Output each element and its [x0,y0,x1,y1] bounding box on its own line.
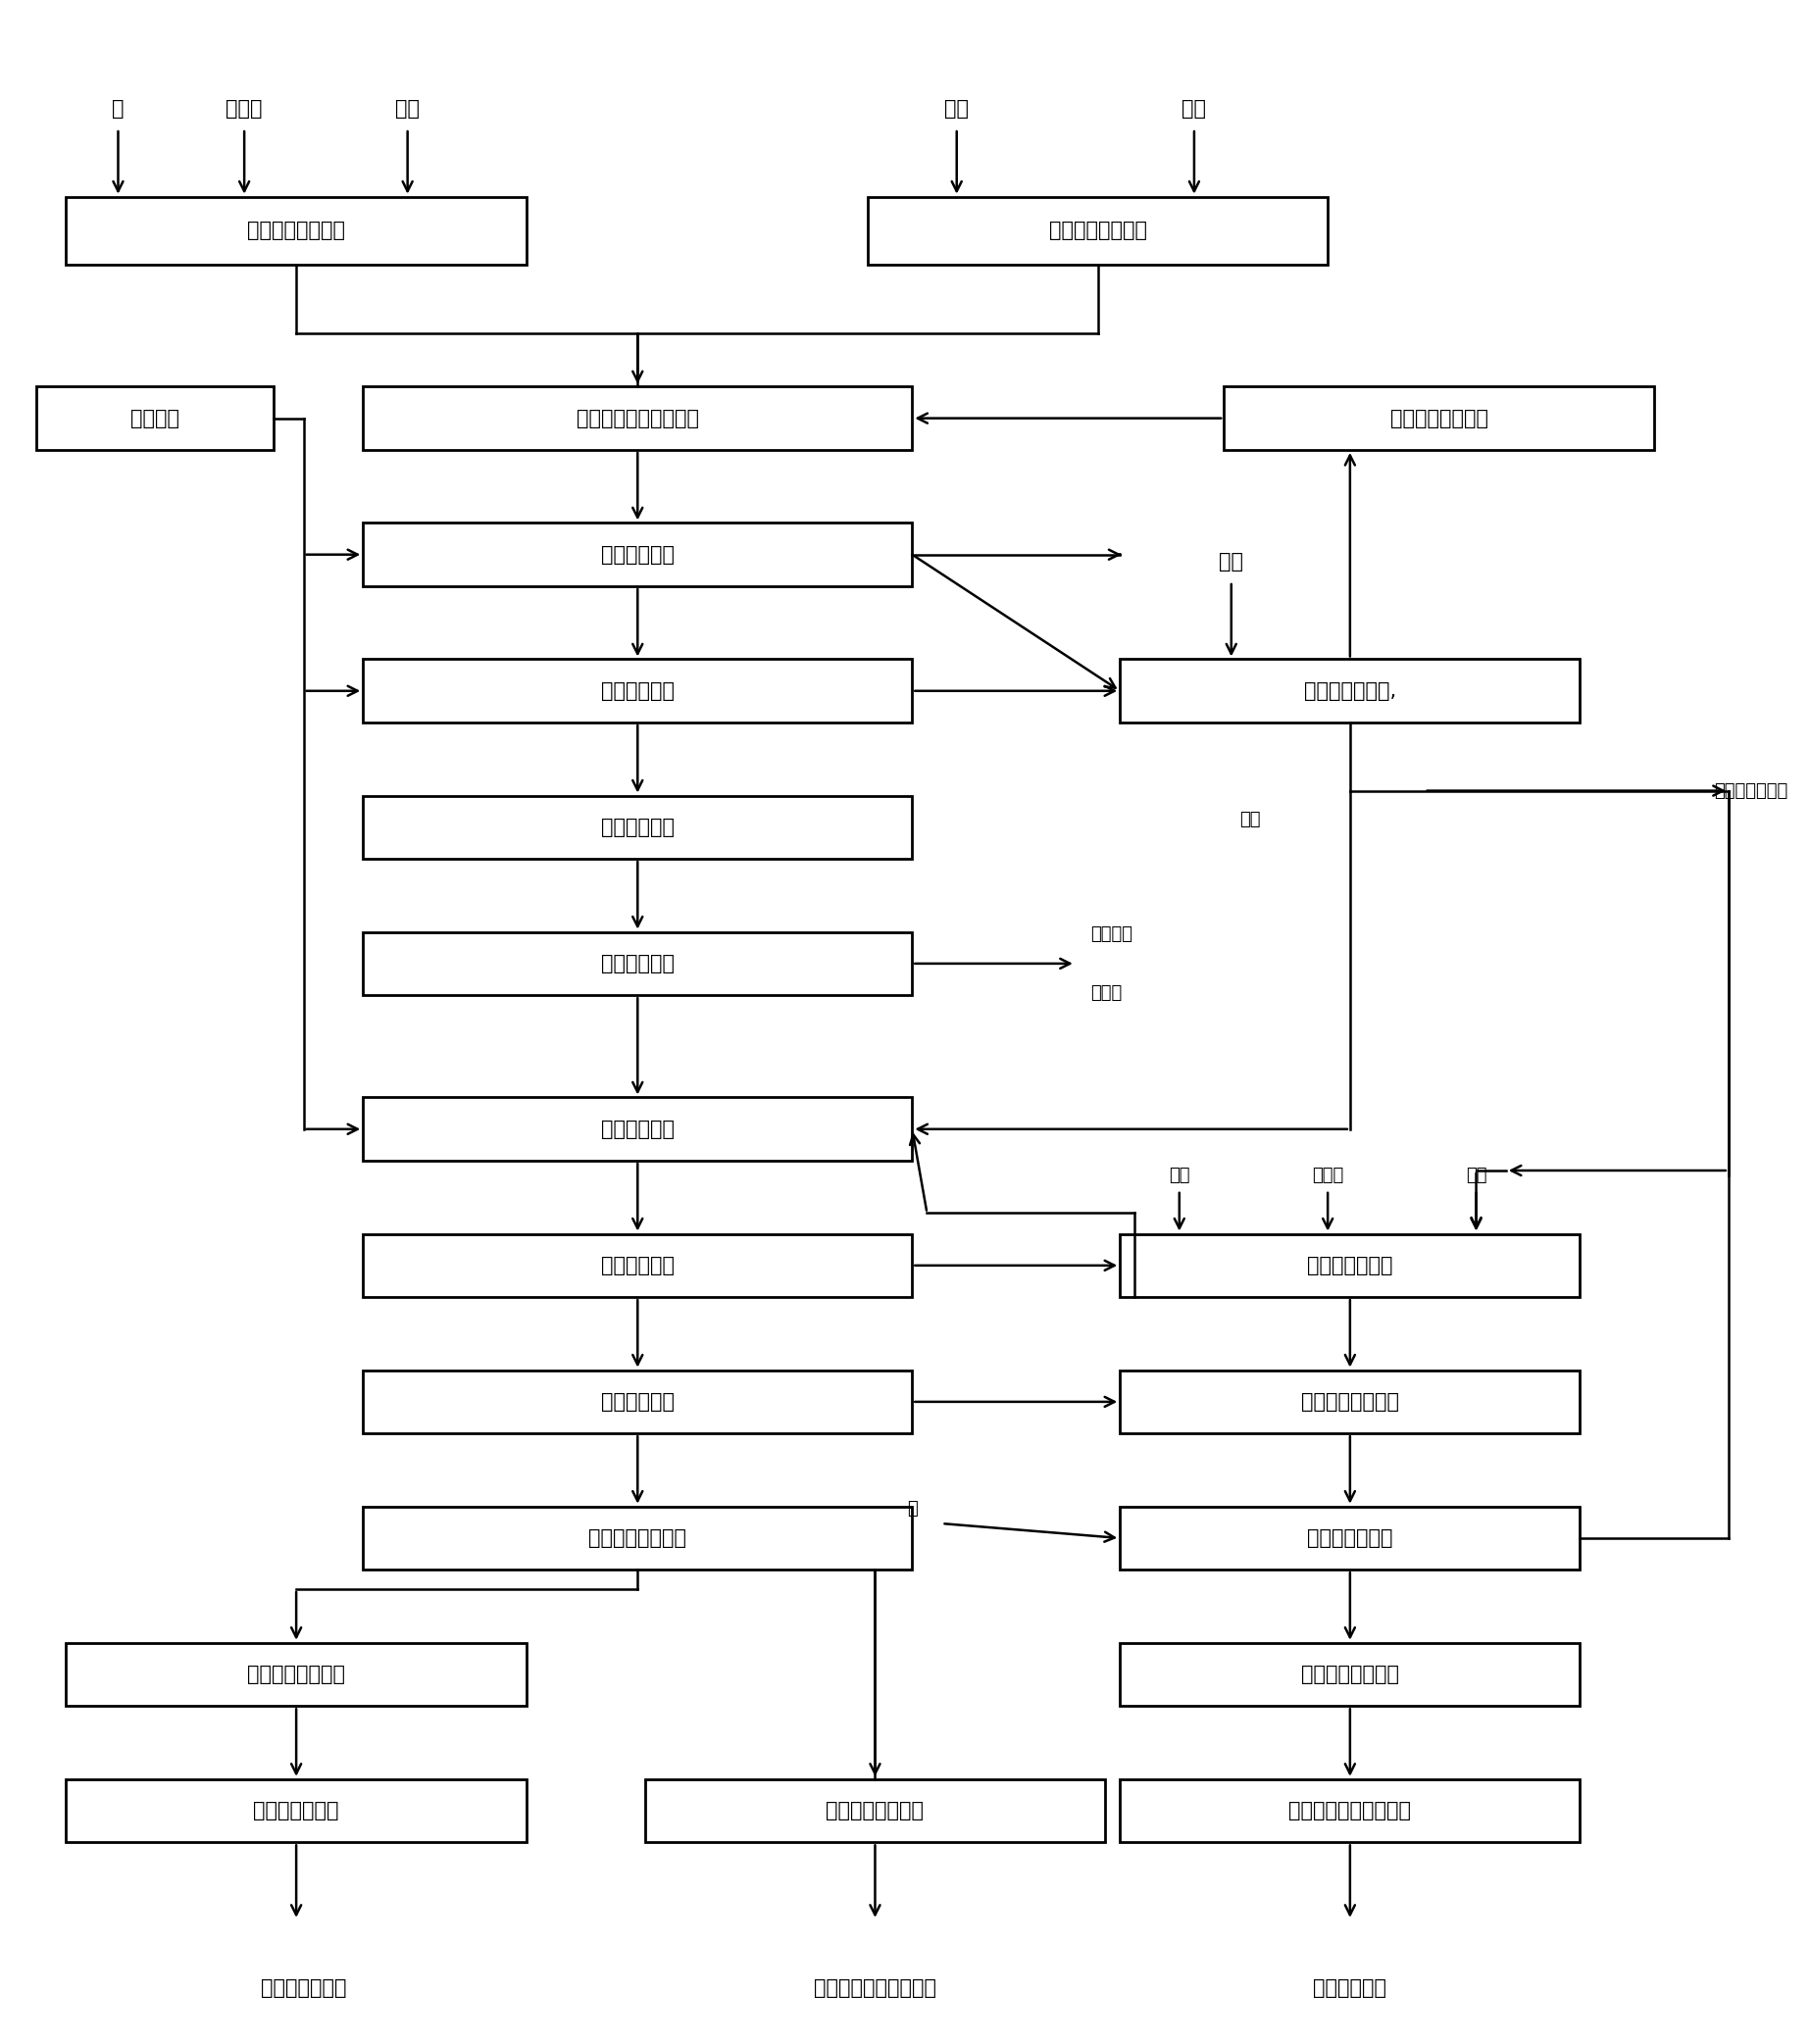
Text: 二次补充氯化: 二次补充氯化 [601,1120,675,1139]
Text: 回收次氯酸钠溶液: 回收次氯酸钠溶液 [1390,409,1488,427]
Text: 离心甩干和水洗: 离心甩干和水洗 [1307,1529,1394,1547]
Bar [1120,1643,1580,1707]
Text: 液碱: 液碱 [945,100,968,119]
Text: 冷冻降温结晶: 冷冻降温结晶 [601,1255,675,1275]
Text: 低温加热溶解: 低温加热溶解 [601,818,675,838]
Text: 氯气: 氯气 [1466,1167,1486,1183]
Text: 氰尿酸单钠盐合成: 氰尿酸单钠盐合成 [248,221,346,241]
Text: 热风旋转滚筒干燥: 热风旋转滚筒干燥 [1301,1664,1399,1684]
Text: 无水物粉剂包装: 无水物粉剂包装 [253,1801,338,1821]
Text: 母液去三废回收: 母液去三废回收 [1714,783,1788,799]
Text: 滤渣弃去: 滤渣弃去 [1090,926,1133,942]
Bar [364,386,912,450]
Text: 液碱: 液碱 [1218,552,1243,572]
Text: 二水合二氯异氰尿酸钠: 二水合二氯异氰尿酸钠 [814,1979,936,1999]
Bar [644,1778,1106,1842]
Bar [364,1098,912,1161]
Bar [1120,1235,1580,1298]
Text: 二水合物粉剂包装: 二水合物粉剂包装 [825,1801,925,1821]
Text: 水: 水 [907,1500,918,1519]
Bar [1120,660,1580,724]
Bar [67,1778,527,1842]
Text: 尾氯气: 尾氯气 [1312,1167,1343,1183]
Text: 氰尿酸: 氰尿酸 [226,100,262,119]
Bar [67,1643,527,1707]
Text: 次氯酸钠溶液合成: 次氯酸钠溶液合成 [1048,221,1148,241]
Bar [67,196,527,266]
Bar [1120,1369,1580,1433]
Text: 母液回收氯化反应: 母液回收氯化反应 [1301,1392,1399,1412]
Text: 三氯异氰尿酸粉剂包装: 三氯异氰尿酸粉剂包装 [1289,1801,1412,1821]
Bar [364,1369,912,1433]
Text: 氯尾氯喷淋吸收: 氯尾氯喷淋吸收 [1307,1255,1394,1275]
Bar [364,795,912,858]
Bar [364,1235,912,1298]
Text: 碳酸钠: 碳酸钠 [1090,983,1122,1002]
Bar [1224,386,1654,450]
Bar [867,196,1329,266]
Text: 氯气: 氯气 [1182,100,1207,119]
Text: 二段氯化反应: 二段氯化反应 [601,681,675,701]
Bar [364,660,912,724]
Text: 液氯汽化: 液氯汽化 [130,409,179,427]
Text: 液碱: 液碱 [395,100,420,119]
Text: 低温旋流闪蒸干燥: 低温旋流闪蒸干燥 [588,1529,686,1547]
Bar [364,1506,912,1570]
Text: 三氯异氰尿酸: 三氯异氰尿酸 [1314,1979,1386,1999]
Text: 水: 水 [112,100,125,119]
Bar [364,932,912,995]
Text: 氯尾气喷淋吸收,: 氯尾气喷淋吸收, [1303,681,1396,701]
Text: 一段氯化反应: 一段氯化反应 [601,546,675,564]
Bar [1120,1506,1580,1570]
Text: 保温压滤除杂: 保温压滤除杂 [601,955,675,973]
Text: 循环: 循环 [1240,811,1262,828]
Bar [1120,1778,1580,1842]
Text: 二氯异氰尿酸钠: 二氯异氰尿酸钠 [261,1979,346,1999]
Text: 热风旋转滚筒干燥: 热风旋转滚筒干燥 [248,1664,346,1684]
Text: 离心甩干脱水: 离心甩干脱水 [601,1392,675,1412]
Bar [364,523,912,587]
Bar [36,386,273,450]
Text: 单氯异氰尿酸二钠合成: 单氯异氰尿酸二钠合成 [576,409,699,427]
Text: 液碱: 液碱 [1169,1167,1189,1183]
